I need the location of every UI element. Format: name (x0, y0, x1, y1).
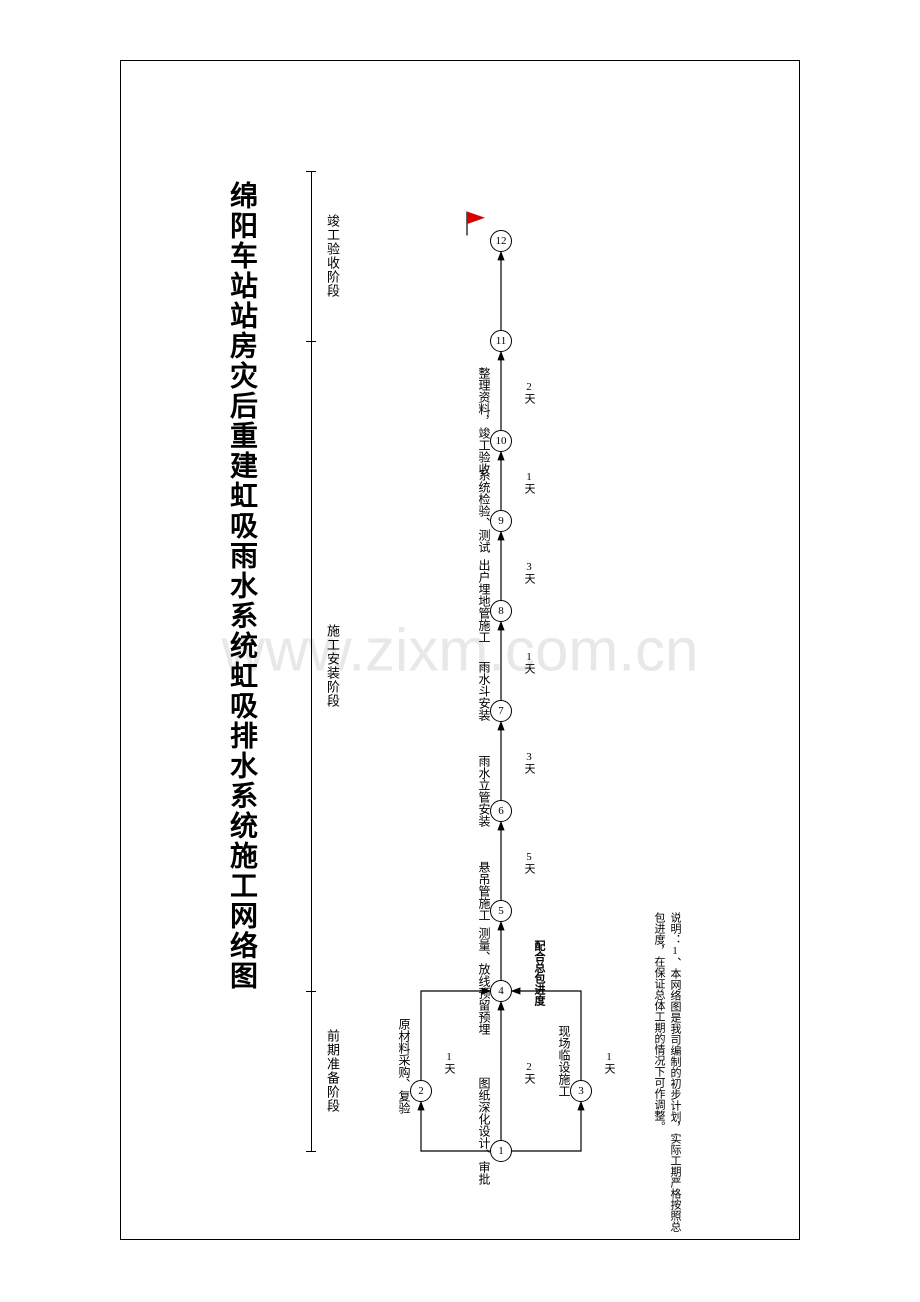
duration-label: 3天 (521, 561, 537, 584)
diagram-title: 绵阳车站站房灾后重建虹吸雨水系统虹吸排水系统施工网络图 (221, 181, 261, 991)
phase-tick (306, 991, 316, 992)
activity-label: 整理资料，竣工验收 (476, 367, 493, 475)
duration-label: 1天 (601, 1051, 617, 1074)
duration-label: 1天 (441, 1051, 457, 1074)
duration-label: 2天 (521, 1061, 537, 1084)
footnote: 说明：1、本网络图是我司编制的初步计划，实际工期严格按照总包进度，在保证总体工期… (651, 912, 683, 1240)
node-2: 2 (410, 1080, 432, 1102)
activity-label: 测量、放线预留预埋 (476, 927, 493, 1035)
activity-label: 悬吊管施工 (476, 861, 493, 921)
phase-line (311, 171, 312, 341)
duration-label: 3天 (521, 751, 537, 774)
node-10: 10 (490, 430, 512, 452)
node-7: 7 (490, 700, 512, 722)
activity-label: 现场临设施工 (556, 1025, 573, 1097)
finish-flag-icon (465, 212, 487, 241)
node-4: 4 (490, 980, 512, 1002)
node-8: 8 (490, 600, 512, 622)
activity-label: 图纸深化设计、审批 (476, 1077, 493, 1185)
duration-label: 1天 (521, 651, 537, 674)
phase-line (311, 991, 312, 1151)
activity-label: 出户埋地管施工 (476, 559, 493, 643)
duration-label: 2天 (521, 381, 537, 404)
diagram-frame: www.zixm.com.cn 绵阳车站站房灾后重建虹吸雨水系统虹吸排水系统施工… (120, 60, 800, 1240)
activity-label: 雨水立管安装 (476, 755, 493, 827)
activity-label: 原材料采购、复验 (396, 1018, 413, 1114)
phase-tick (306, 1151, 316, 1152)
phase-label: 施工安装阶段 (323, 624, 342, 708)
node-9: 9 (490, 510, 512, 532)
node-5: 5 (490, 900, 512, 922)
page: www.zixm.com.cn 绵阳车站站房灾后重建虹吸雨水系统虹吸排水系统施工… (0, 0, 920, 1302)
activity-label: 配合总包进度 (531, 940, 547, 1006)
watermark: www.zixm.com.cn (222, 616, 699, 685)
node-3: 3 (570, 1080, 592, 1102)
node-6: 6 (490, 800, 512, 822)
node-12: 12 (490, 230, 512, 252)
node-1: 1 (490, 1140, 512, 1162)
phase-tick (306, 341, 316, 342)
activity-label: 雨水斗安装 (476, 661, 493, 721)
phase-tick (306, 171, 316, 172)
duration-label: 5天 (521, 851, 537, 874)
edge (501, 1102, 581, 1151)
phase-label: 前期准备阶段 (323, 1029, 342, 1113)
node-11: 11 (490, 330, 512, 352)
activity-label: 系统检验、测试 (476, 469, 493, 553)
phase-line (311, 341, 312, 991)
phase-label: 竣工验收阶段 (323, 214, 342, 298)
duration-label: 1天 (521, 471, 537, 494)
